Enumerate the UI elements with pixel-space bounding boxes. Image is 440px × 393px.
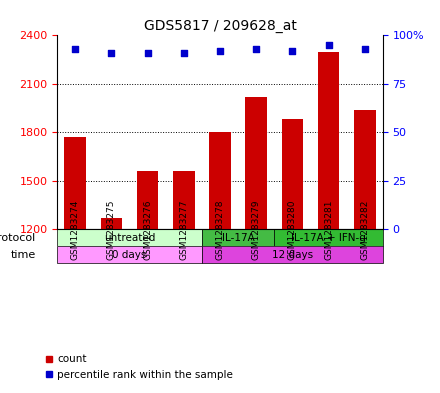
Bar bbox=[64, 137, 86, 230]
Bar bbox=[137, 171, 158, 230]
Bar bbox=[318, 51, 339, 230]
Point bbox=[144, 50, 151, 56]
Point bbox=[289, 48, 296, 54]
Point bbox=[361, 46, 368, 52]
Point bbox=[180, 50, 187, 56]
Point bbox=[325, 42, 332, 48]
Point bbox=[108, 50, 115, 56]
Text: 12 days: 12 days bbox=[272, 250, 313, 260]
Text: GSM1283277: GSM1283277 bbox=[180, 199, 188, 260]
Text: untreated: untreated bbox=[104, 233, 155, 243]
Legend: count, percentile rank within the sample: count, percentile rank within the sample bbox=[40, 350, 237, 384]
Text: GSM1283279: GSM1283279 bbox=[252, 199, 260, 260]
Text: 0 days: 0 days bbox=[112, 250, 147, 260]
Point bbox=[72, 46, 79, 52]
Point bbox=[253, 46, 260, 52]
Bar bbox=[202, 246, 383, 263]
Bar bbox=[209, 132, 231, 230]
Text: GSM1283282: GSM1283282 bbox=[360, 199, 369, 259]
Bar bbox=[282, 119, 303, 230]
Point bbox=[216, 48, 224, 54]
Bar bbox=[202, 230, 274, 246]
Text: GSM1283274: GSM1283274 bbox=[71, 199, 80, 259]
Bar bbox=[57, 246, 202, 263]
Text: GSM1283275: GSM1283275 bbox=[107, 199, 116, 260]
Text: GSM1283280: GSM1283280 bbox=[288, 199, 297, 260]
Bar bbox=[57, 230, 202, 246]
Title: GDS5817 / 209628_at: GDS5817 / 209628_at bbox=[143, 19, 297, 33]
Bar bbox=[354, 110, 376, 230]
Bar bbox=[101, 218, 122, 230]
Text: time: time bbox=[10, 250, 36, 260]
Bar bbox=[246, 97, 267, 230]
Text: IL-17A: IL-17A bbox=[222, 233, 254, 243]
Text: GSM1283276: GSM1283276 bbox=[143, 199, 152, 260]
Text: protocol: protocol bbox=[0, 233, 36, 243]
Text: IL-17A + IFN-g: IL-17A + IFN-g bbox=[291, 233, 366, 243]
Text: GSM1283281: GSM1283281 bbox=[324, 199, 333, 260]
Text: GSM1283278: GSM1283278 bbox=[216, 199, 224, 260]
Bar bbox=[274, 230, 383, 246]
Bar bbox=[173, 171, 194, 230]
